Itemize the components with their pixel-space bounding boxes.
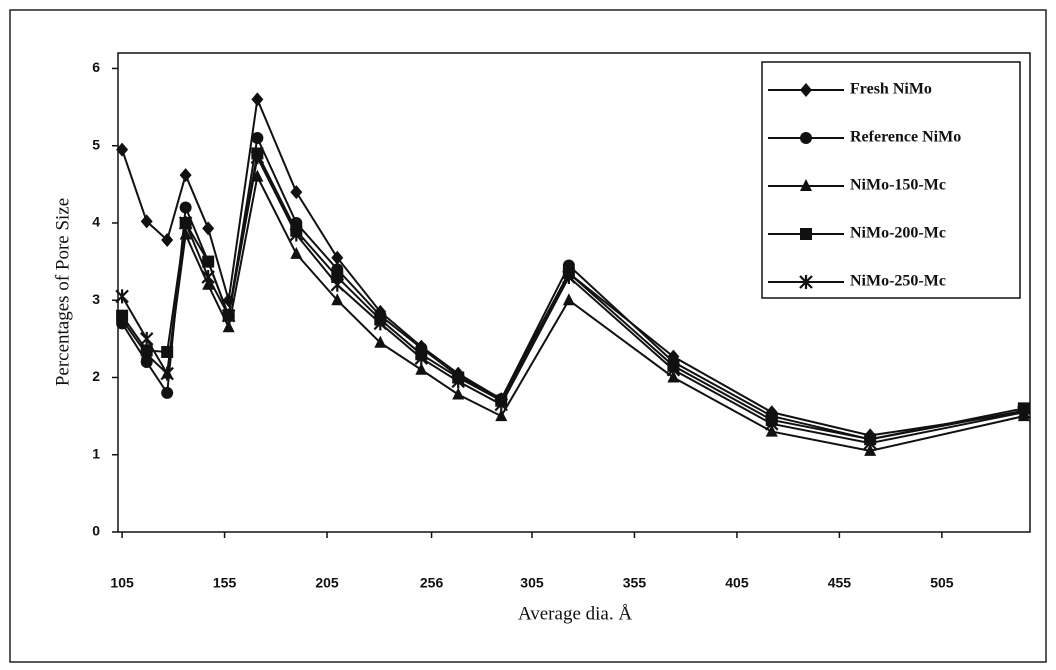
marker — [495, 409, 508, 422]
x-tick-label: 405 — [725, 575, 749, 591]
marker — [331, 250, 344, 265]
marker — [666, 362, 681, 377]
legend-marker — [800, 83, 812, 97]
y-axis-title: Percentages of Pore Size — [52, 198, 73, 386]
marker — [764, 416, 779, 431]
marker — [179, 201, 192, 214]
series-line — [121, 173, 1025, 452]
legend-label: Fresh NiMo — [850, 81, 932, 98]
x-tick-label: 505 — [930, 575, 954, 591]
marker — [221, 308, 236, 323]
legend-label: NiMo-200-Mc — [850, 225, 946, 242]
x-tick-label: 105 — [110, 575, 134, 591]
marker — [161, 345, 174, 358]
marker — [374, 335, 387, 348]
marker — [250, 150, 265, 165]
marker — [330, 277, 345, 292]
legend-marker — [800, 228, 812, 240]
marker — [179, 168, 192, 183]
y-tick-label: 2 — [92, 368, 100, 384]
marker — [139, 331, 154, 346]
y-tick-label: 5 — [92, 136, 100, 152]
marker — [452, 387, 465, 400]
legend-box — [761, 61, 1021, 299]
marker — [494, 397, 509, 412]
marker — [140, 214, 153, 229]
x-tick-label: 355 — [623, 575, 647, 591]
x-tick-label: 455 — [828, 575, 852, 591]
marker — [289, 227, 304, 242]
x-tick-label: 256 — [420, 575, 444, 591]
page-frame — [9, 9, 1047, 663]
marker — [202, 221, 215, 236]
marker — [562, 293, 575, 306]
marker — [222, 320, 235, 333]
legend-label: Reference NiMo — [850, 129, 961, 146]
legend-label: NiMo-150-Mc — [850, 177, 946, 194]
x-tick-label: 305 — [520, 575, 544, 591]
legend-marker — [799, 275, 813, 289]
marker — [201, 270, 215, 285]
marker — [562, 270, 576, 285]
marker — [290, 246, 303, 259]
y-tick-label: 3 — [92, 291, 100, 307]
x-tick-label: 205 — [315, 575, 339, 591]
marker — [251, 131, 264, 144]
marker — [179, 227, 192, 240]
marker — [290, 185, 303, 200]
marker — [116, 309, 129, 322]
marker — [115, 289, 129, 304]
marker — [161, 386, 174, 399]
legend-marker — [800, 132, 812, 144]
marker — [178, 215, 193, 230]
y-tick-label: 0 — [92, 523, 100, 539]
y-tick-label: 1 — [92, 445, 100, 461]
marker — [451, 374, 465, 389]
marker — [863, 436, 877, 451]
marker — [373, 316, 388, 331]
legend-marker — [800, 179, 812, 191]
y-tick-label: 6 — [92, 59, 100, 75]
marker — [415, 362, 428, 375]
legend-label: NiMo-250-Mc — [850, 273, 946, 290]
series-line — [121, 95, 1024, 437]
y-tick-label: 4 — [92, 214, 100, 230]
marker — [202, 255, 215, 268]
marker — [331, 293, 344, 306]
marker — [161, 232, 174, 247]
x-axis-title: Average dia. Å — [518, 603, 632, 624]
marker — [414, 351, 429, 366]
marker — [140, 344, 153, 357]
marker — [116, 142, 129, 157]
marker — [160, 366, 174, 381]
marker — [251, 92, 264, 107]
x-tick-label: 155 — [213, 575, 237, 591]
series-line — [121, 154, 1025, 445]
marker — [1017, 405, 1031, 420]
